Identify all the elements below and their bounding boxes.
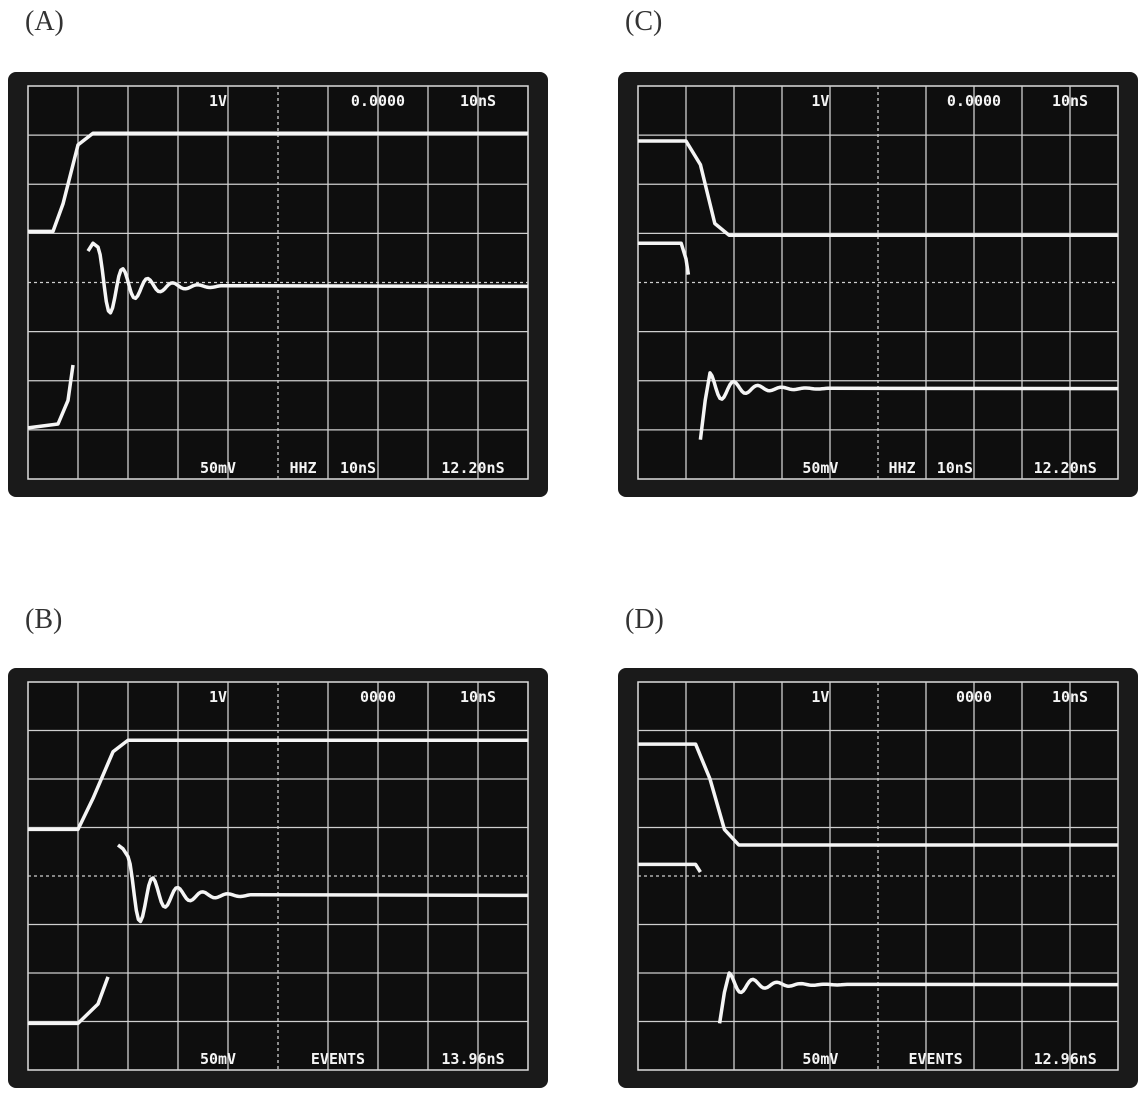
readout: 1V xyxy=(811,688,829,706)
readout: 12.20nS xyxy=(441,459,504,477)
readout: HHZ xyxy=(888,459,915,477)
readout: 10nS xyxy=(460,92,496,110)
readout: 50mV xyxy=(802,1050,838,1068)
readout: 50mV xyxy=(200,459,236,477)
readout: 1V xyxy=(811,92,829,110)
readout: 1V xyxy=(209,688,227,706)
panel-label: (D) xyxy=(625,604,664,635)
panel-label: (C) xyxy=(625,6,662,37)
readout: 10nS xyxy=(1052,688,1088,706)
readout: EVENTS xyxy=(311,1050,365,1068)
readout: 0000 xyxy=(360,688,396,706)
readout: EVENTS xyxy=(909,1050,963,1068)
readout: 50mV xyxy=(200,1050,236,1068)
panel-label: (B) xyxy=(25,604,62,635)
readout: 50mV xyxy=(802,459,838,477)
readout: 10nS xyxy=(1052,92,1088,110)
readout: 1V xyxy=(209,92,227,110)
readout: 0.0000 xyxy=(351,92,405,110)
readout: 13.96nS xyxy=(441,1050,504,1068)
readout: 0000 xyxy=(956,688,992,706)
readout: 10nS xyxy=(340,459,376,477)
readout: 0.0000 xyxy=(947,92,1001,110)
figure: (A) 1V 0.0000 10nS 50mV HHZ 10nS 12.20nS (C) 1V 0.… xyxy=(0,0,1139,1094)
readout: HHZ xyxy=(289,459,316,477)
readout: 10nS xyxy=(937,459,973,477)
panel-label: (A) xyxy=(25,6,64,37)
readout: 12.20nS xyxy=(1034,459,1097,477)
readout: 12.96nS xyxy=(1034,1050,1097,1068)
readout: 10nS xyxy=(460,688,496,706)
